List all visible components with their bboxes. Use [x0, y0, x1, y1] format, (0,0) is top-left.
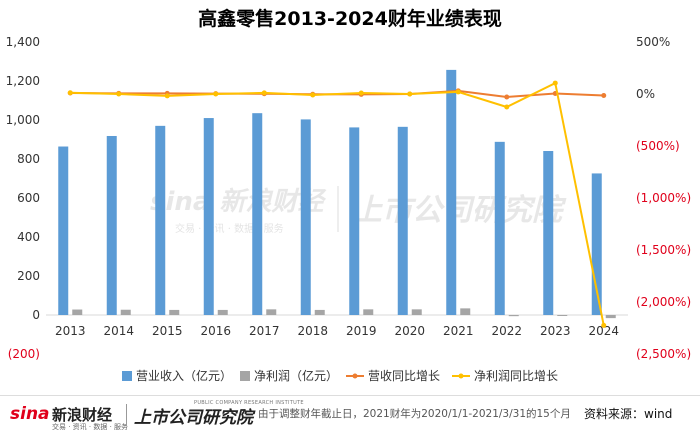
- y-left-tick-label: 800: [17, 152, 40, 166]
- net-profit-growth-point: [504, 104, 510, 110]
- net-profit-bar: [266, 309, 277, 315]
- y-left-tick-label: 200: [17, 269, 40, 283]
- net-profit-growth-point: [358, 90, 364, 96]
- watermark-institute: 上市公司研究院: [352, 193, 567, 228]
- x-tick-label: 2017: [249, 324, 280, 338]
- x-tick-label: 2021: [443, 324, 474, 338]
- legend-net-profit-growth-marker: [458, 373, 464, 379]
- y-left-tick-label: 1,000: [6, 113, 40, 127]
- net-profit-bar: [605, 315, 616, 319]
- institute-logo-text: 上市公司研究院: [134, 408, 253, 428]
- x-tick-label: 2014: [103, 324, 134, 338]
- net-profit-bar: [460, 308, 471, 315]
- net-profit-growth-point: [213, 91, 219, 97]
- x-tick-label: 2023: [540, 324, 571, 338]
- net-profit-bar: [169, 309, 180, 315]
- net-profit-growth-point: [67, 90, 73, 96]
- sina-logo-subtitle: 交易 · 资讯 · 数据 · 服务: [52, 423, 129, 431]
- revenue-bar: [252, 113, 263, 315]
- revenue-growth-point: [601, 92, 607, 98]
- net-profit-bar: [217, 309, 228, 315]
- y-left-tick-label: 400: [17, 230, 40, 244]
- legend-revenue-swatch: [122, 371, 132, 381]
- revenue-bar: [203, 118, 214, 315]
- x-tick-label: 2020: [394, 324, 425, 338]
- y-right-tick-label: 0%: [636, 87, 655, 101]
- y-left-tick-label: (200): [8, 347, 40, 361]
- logo-divider: [126, 404, 127, 426]
- y-right-tick-label: (1,500%): [636, 243, 691, 257]
- revenue-bar: [349, 127, 360, 315]
- chart-title: 高鑫零售2013-2024财年业绩表现: [198, 8, 502, 30]
- y-left-tick-label: 600: [17, 191, 40, 205]
- y-left-tick-label: 0: [32, 308, 40, 322]
- net-profit-growth-point: [310, 92, 316, 98]
- y-right-tick-label: (2,500%): [636, 347, 691, 361]
- net-profit-growth-point: [552, 80, 558, 86]
- fiscal-year-footnote: 由于调整财年截止日，2021财年为2020/1/1-2021/3/31的15个月: [258, 408, 571, 420]
- x-tick-label: 2015: [152, 324, 183, 338]
- y-left-tick-label: 1,400: [6, 35, 40, 49]
- revenue-bar: [300, 119, 311, 315]
- revenue-bar: [106, 135, 117, 315]
- net-profit-growth-point: [601, 322, 607, 328]
- y-right-tick-label: (500%): [636, 139, 680, 153]
- y-right-tick-label: 500%: [636, 35, 670, 49]
- data-source: 资料来源：wind: [584, 407, 673, 421]
- revenue-bar: [494, 141, 505, 315]
- legend-net-profit-growth-label: 净利润同比增长: [474, 369, 558, 383]
- legend-net-profit-label: 净利润（亿元）: [254, 368, 338, 383]
- y-right-tick-label: (2,000%): [636, 295, 691, 309]
- sina-logo: sina: [10, 404, 50, 424]
- revenue-bar: [446, 69, 457, 315]
- net-profit-growth-point: [407, 91, 413, 97]
- net-profit-bar: [363, 309, 374, 315]
- net-profit-growth-point: [261, 90, 267, 96]
- net-profit-growth-point: [164, 93, 170, 99]
- x-tick-label: 2019: [346, 324, 377, 338]
- net-profit-growth-line: [70, 81, 605, 326]
- revenue-bar: [58, 146, 69, 315]
- x-tick-label: 2016: [200, 324, 231, 338]
- x-tick-label: 2018: [297, 324, 328, 338]
- y-left-tick-label: 1,200: [6, 74, 40, 88]
- revenue-bar: [397, 126, 408, 315]
- net-profit-growth-point: [116, 91, 122, 97]
- legend-net-profit-swatch: [240, 371, 250, 381]
- net-profit-bar: [411, 309, 422, 315]
- watermark-brand: sina 新浪财经: [150, 187, 326, 217]
- x-tick-label: 2024: [588, 324, 619, 338]
- revenue-bar: [543, 151, 554, 315]
- net-profit-bar: [508, 315, 519, 317]
- x-tick-label: 2022: [491, 324, 522, 338]
- net-profit-bar: [314, 309, 325, 315]
- net-profit-bar: [72, 309, 83, 315]
- revenue-bar: [155, 125, 166, 315]
- x-tick-label: 2013: [55, 324, 86, 338]
- footer: sina 新浪财经 交易 · 资讯 · 数据 · 服务 上市公司研究院 PUBL…: [0, 395, 700, 431]
- revenue-bar: [591, 173, 602, 315]
- y-right-tick-label: (1,000%): [636, 191, 691, 205]
- net-profit-bar: [557, 315, 568, 316]
- legend-revenue-growth-label: 营收同比增长: [368, 369, 440, 383]
- watermark-sub: 交易 · 资讯 · 数据 · 服务: [175, 222, 284, 235]
- institute-logo-english: PUBLIC COMPANY RESEARCH INSTITUTE: [194, 400, 304, 406]
- legend-revenue-growth-marker: [352, 373, 358, 379]
- revenue-growth-point: [504, 94, 510, 100]
- net-profit-bar: [120, 309, 131, 315]
- net-profit-growth-point: [455, 89, 461, 95]
- sina-finance-logo-text: 新浪财经: [52, 406, 113, 424]
- legend-revenue-label: 营业收入（亿元）: [136, 368, 232, 383]
